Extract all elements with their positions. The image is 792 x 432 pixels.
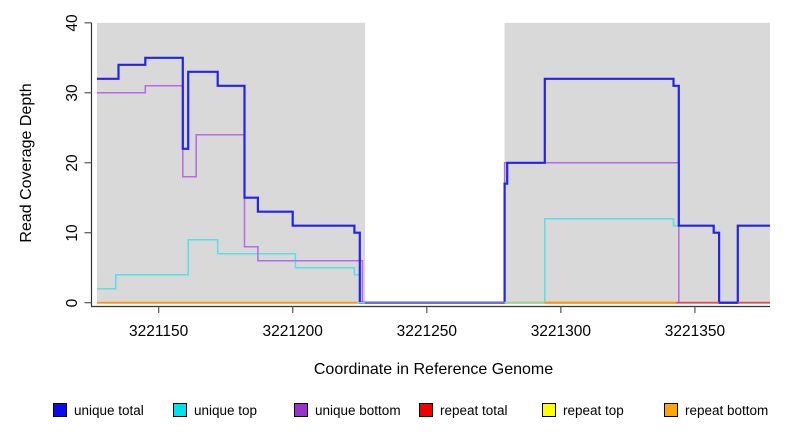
- legend-label: unique bottom: [315, 402, 401, 418]
- x-tick-label: 3221150: [129, 323, 189, 340]
- x-tick-label: 3221350: [664, 323, 726, 340]
- legend-swatch-icon: [542, 403, 556, 417]
- legend-swatch-icon: [53, 403, 67, 417]
- shaded-region: [97, 22, 366, 303]
- y-tick-label: 30: [64, 84, 81, 102]
- series-unique-total-line: [97, 56, 770, 304]
- legend-label: repeat bottom: [685, 402, 769, 418]
- x-tick-label: 3221200: [262, 323, 323, 340]
- y-tick-label: 10: [64, 224, 81, 242]
- legend-swatch-icon: [173, 403, 187, 417]
- legend-label: repeat top: [563, 402, 624, 418]
- x-tick-label: 3221250: [396, 323, 457, 340]
- legend-item-repeat-top: repeat top: [542, 402, 624, 418]
- x-tick-label: 3221300: [530, 323, 592, 340]
- legend-item-repeat-bottom: repeat bottom: [664, 402, 768, 418]
- legend-item-unique-top: unique top: [173, 402, 257, 418]
- legend-item-unique-bottom: unique bottom: [294, 402, 401, 418]
- legend-item-unique-total: unique total: [53, 402, 144, 418]
- legend-label: repeat total: [440, 402, 508, 418]
- y-axis-title: Read Coverage Depth: [18, 83, 35, 243]
- y-tick-label: 40: [64, 14, 81, 32]
- legend-label: unique top: [194, 402, 258, 418]
- x-axis-title: Coordinate in Reference Genome: [313, 361, 554, 378]
- legend-swatch-icon: [664, 403, 678, 417]
- y-tick-label: 20: [64, 154, 81, 172]
- legend-swatch-icon: [419, 403, 433, 417]
- y-tick-label: 0: [64, 298, 81, 307]
- legend-item-repeat-total: repeat total: [419, 402, 508, 418]
- legend-swatch-icon: [294, 403, 308, 417]
- legend-label: unique total: [74, 402, 144, 418]
